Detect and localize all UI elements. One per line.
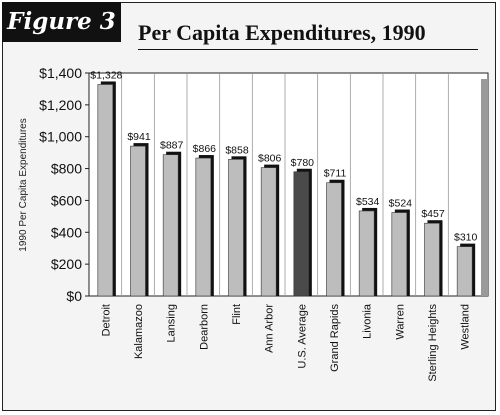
value-label: $1,328 [90,69,122,81]
chart-title: Per Capita Expenditures, 1990 [138,20,478,50]
category-label: Warren [394,304,406,340]
bar-westland [456,246,473,297]
bar-ann-arbor [260,167,277,297]
y-tick-label: $1,000 [39,129,82,145]
value-label: $858 [225,144,249,156]
category-label: Grand Rapids [329,304,341,372]
y-tick-label: $400 [51,224,82,240]
bar-grand-rapids [326,182,342,297]
category-label: Detroit [100,304,112,336]
y-axis-ticks: $0 $200 $400 $600 $800 $1,000 $1,200 $1,400 [39,65,89,304]
category-label: Dearborn [198,304,210,350]
bar-warren [391,212,408,297]
vertical-grid [121,73,449,296]
value-label: $524 [389,198,413,210]
category-label: U.S. Average [296,304,308,369]
y-tick-label: $0 [66,288,82,304]
bar-lansing [162,154,179,297]
y-tick-label: $600 [51,192,82,208]
value-labels: $1,328 $941 $887 $866 $858 $806 $780 $711 $534 $5… [90,69,477,243]
value-label: $780 [291,157,315,169]
plot-area [88,72,489,297]
value-label: $711 [324,168,347,180]
category-label: Livonia [362,303,374,339]
value-label: $310 [454,232,478,244]
figure-label: Figure 3 [2,2,121,42]
y-tick-label: $800 [51,161,82,177]
value-label: $887 [160,140,184,152]
category-label: Flint [231,304,243,325]
value-label: $457 [421,208,445,220]
bar-sterling-heights [424,222,440,297]
category-label: Westland [460,304,472,350]
bar-flint [228,159,244,297]
category-label: Ann Arbor [264,304,276,353]
category-label: Sterling Heights [427,304,439,382]
value-label: $941 [127,131,151,143]
plot-right-wall [481,79,488,296]
bar-detroit [97,84,114,297]
category-label: Lansing [166,304,178,343]
bars [97,81,476,297]
y-axis-label: 1990 Per Capita Expenditures [18,118,29,251]
category-labels: Detroit Kalamazoo Lansing Dearborn Flint Ann … [100,303,471,382]
value-label: $866 [193,143,217,155]
bar-livonia [358,210,375,297]
bar-kalamazoo [130,145,146,297]
y-tick-label: $1,200 [39,97,82,113]
value-label: $806 [258,153,282,165]
bar-u-s-average [293,171,310,297]
category-label: Kalamazoo [133,304,145,359]
y-tick-label: $200 [51,256,82,272]
y-tick-label: $1,400 [39,65,82,81]
bar-dearborn [195,157,212,297]
value-label: $534 [356,196,380,208]
